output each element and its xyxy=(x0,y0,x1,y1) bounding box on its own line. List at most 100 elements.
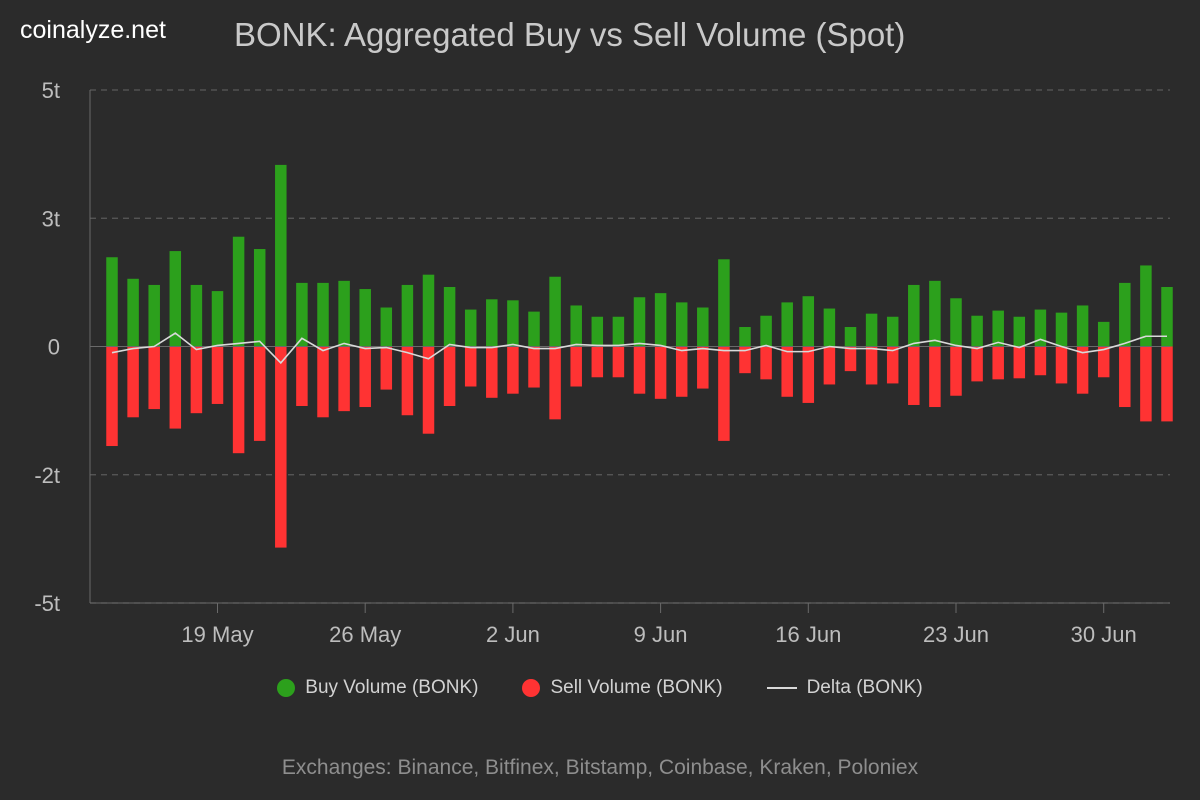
buy-bar xyxy=(633,297,646,347)
buy-bar xyxy=(106,257,118,347)
sell-bar xyxy=(1055,346,1068,384)
x-tick-label: 30 Jun xyxy=(1071,622,1137,647)
buy-bar xyxy=(823,308,836,347)
x-tick-label: 19 May xyxy=(181,622,253,647)
buy-bar xyxy=(1140,265,1152,347)
buy-bar xyxy=(697,307,709,347)
delta-swatch-icon xyxy=(766,687,797,689)
sell-swatch-icon xyxy=(522,679,541,697)
sell-bar xyxy=(886,346,899,384)
sell-bar xyxy=(992,346,1004,380)
brand-logo[interactable]: coinalyze.net xyxy=(20,16,166,44)
buy-bar xyxy=(844,327,857,347)
buy-bar xyxy=(675,302,688,347)
buy-bar xyxy=(760,315,772,347)
sell-bar xyxy=(612,346,625,378)
x-tick-label: 9 Jun xyxy=(634,622,688,647)
sell-bar xyxy=(865,346,878,385)
buy-bar xyxy=(507,300,519,347)
sell-bar xyxy=(464,346,477,387)
buy-bar xyxy=(886,316,899,347)
buy-bar xyxy=(380,307,393,347)
buy-bar xyxy=(211,291,224,347)
x-tick-label: 23 Jun xyxy=(923,622,989,647)
sell-bar xyxy=(338,346,350,412)
y-tick-label: -5t xyxy=(34,591,60,616)
sell-bar xyxy=(169,346,182,429)
sell-bar xyxy=(359,346,371,408)
buy-bar xyxy=(612,316,625,347)
buy-bar xyxy=(338,280,350,347)
legend: Buy Volume (BONK) Sell Volume (BONK) Del… xyxy=(0,677,1200,699)
buy-bar xyxy=(401,284,414,347)
sell-bar xyxy=(929,346,941,408)
buy-bar xyxy=(127,278,139,347)
buy-bar xyxy=(443,286,456,347)
exchanges-footer: Exchanges: Binance, Bitfinex, Bitstamp, … xyxy=(281,756,919,779)
sell-bar xyxy=(211,346,224,404)
buy-bar xyxy=(865,313,878,347)
sell-bar xyxy=(253,346,266,441)
buy-bar xyxy=(1013,316,1026,347)
sell-bar xyxy=(190,346,203,414)
sell-bar xyxy=(950,346,962,396)
buy-bar xyxy=(1055,312,1068,347)
y-tick-label: 3t xyxy=(42,206,60,231)
sell-bar xyxy=(549,346,561,420)
sell-bar xyxy=(528,346,540,388)
y-tick-label: -2t xyxy=(34,463,60,488)
buy-bar xyxy=(781,302,793,347)
buy-bar xyxy=(253,249,266,347)
sell-bar xyxy=(401,346,414,416)
sell-bar xyxy=(971,346,983,382)
buy-bar xyxy=(1119,282,1131,347)
sell-bar xyxy=(697,346,709,389)
sell-bar xyxy=(1076,346,1089,394)
buy-bar xyxy=(1076,305,1089,347)
sell-bar xyxy=(443,346,456,407)
buy-bar xyxy=(232,236,245,347)
sell-bar xyxy=(760,346,772,380)
sell-bar xyxy=(232,346,245,454)
sell-bar xyxy=(296,346,308,407)
buy-swatch-icon xyxy=(277,679,296,697)
sell-bar xyxy=(844,346,857,372)
sell-bar xyxy=(486,346,498,398)
buy-bar xyxy=(570,305,582,347)
sell-bar xyxy=(654,346,667,399)
sell-bar xyxy=(317,346,329,418)
buy-bar xyxy=(718,259,730,347)
buy-bar xyxy=(549,276,561,347)
sell-bar xyxy=(380,346,393,390)
legend-item-delta[interactable]: Delta (BONK) xyxy=(766,677,923,699)
buy-bar xyxy=(739,327,751,347)
sell-bar xyxy=(908,346,920,405)
sell-bar xyxy=(106,346,118,447)
buy-bar xyxy=(148,284,160,347)
sell-bar xyxy=(718,346,730,441)
buy-bar xyxy=(296,282,308,347)
buy-bar xyxy=(528,311,540,347)
sell-bar xyxy=(1119,346,1131,408)
sell-bar xyxy=(739,346,751,374)
sell-bar xyxy=(781,346,793,397)
sell-bar xyxy=(1097,346,1110,378)
buy-bar xyxy=(802,296,815,347)
legend-item-sell[interactable]: Sell Volume (BONK) xyxy=(522,677,723,699)
chart-title: BONK: Aggregated Buy vs Sell Volume (Spo… xyxy=(234,16,906,53)
buy-bar xyxy=(359,289,371,347)
sell-bar xyxy=(1140,346,1152,422)
sell-bar xyxy=(633,346,646,394)
legend-label-sell: Sell Volume (BONK) xyxy=(550,677,723,698)
y-tick-label: 5t xyxy=(42,78,60,103)
buy-bar xyxy=(950,298,962,347)
sell-bar xyxy=(1161,346,1173,422)
buy-bar xyxy=(275,164,287,347)
buy-bar xyxy=(1034,309,1047,347)
legend-item-buy[interactable]: Buy Volume (BONK) xyxy=(277,677,478,699)
buy-bar xyxy=(929,280,941,347)
buy-bar xyxy=(464,309,477,347)
x-tick-label: 26 May xyxy=(329,622,401,647)
sell-bar xyxy=(275,346,287,548)
sell-bar xyxy=(127,346,139,418)
